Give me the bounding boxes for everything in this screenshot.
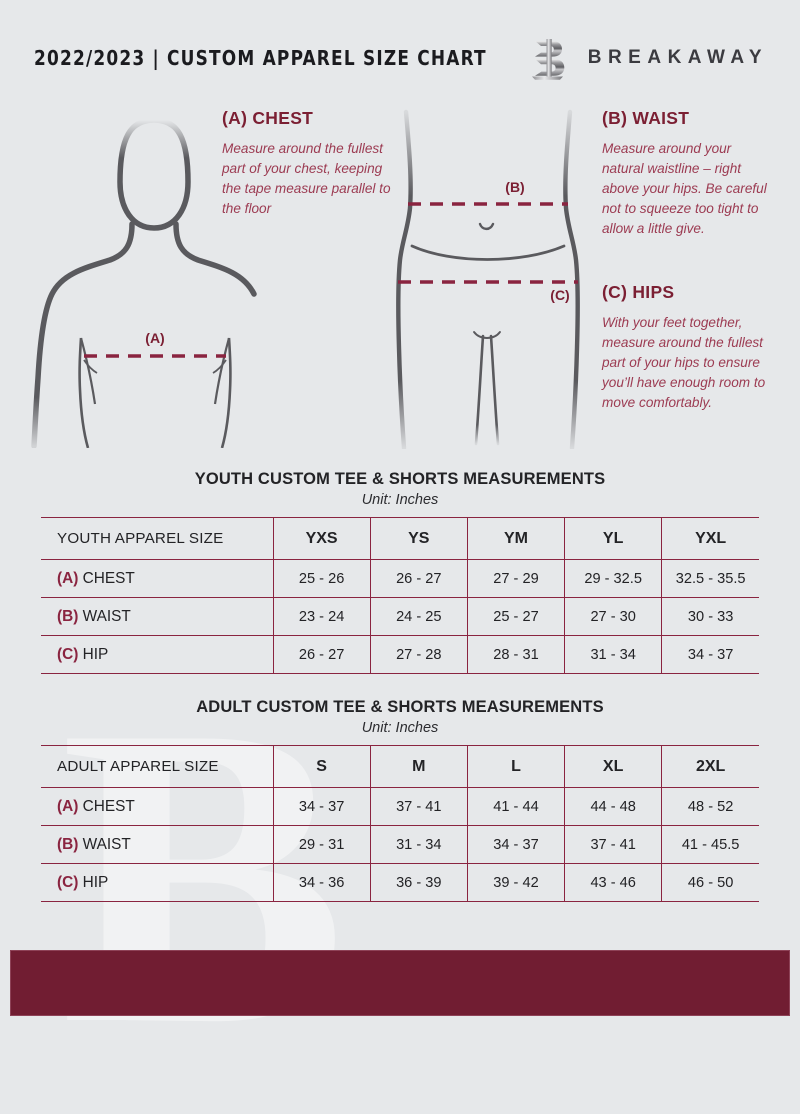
- table-cell: 41 - 44: [466, 787, 565, 826]
- table-cell: 34 - 37: [661, 635, 759, 674]
- table-cell: 24 - 25: [369, 597, 468, 636]
- youth-size-table: YOUTH APPAREL SIZE YXS YS YM YL YXL (A) CHEST 2…: [41, 517, 759, 674]
- callout-chest: (A) CHEST Measure around the fullest par…: [222, 108, 392, 219]
- adult-column-header-xl: XL: [564, 745, 662, 788]
- measure-ref-c: (C): [57, 873, 79, 891]
- table-cell: 27 - 28: [369, 635, 468, 674]
- youth-column-header-yxl: YXL: [661, 517, 759, 560]
- youth-row-label-hip: (C) HIP: [41, 635, 273, 674]
- youth-row-label-chest: (A) CHEST: [41, 559, 273, 598]
- table-cell: 27 - 30: [564, 597, 662, 636]
- callout-waist-body: Measure around your natural waistline – …: [602, 141, 767, 236]
- page-header: 2022/2023 | CUSTOM APPAREL SIZE CHART: [0, 36, 800, 80]
- table-cell: 31 - 34: [564, 635, 662, 674]
- measure-ref-c: (C): [57, 645, 79, 663]
- adult-size-header: ADULT APPAREL SIZE: [41, 745, 273, 788]
- brand-name: BREAKAWAY: [587, 47, 768, 68]
- table-cell: 39 - 42: [466, 863, 565, 902]
- table-cell: 44 - 48: [564, 787, 662, 826]
- adult-column-header-l: L: [466, 745, 565, 788]
- measurement-figures: (A): [0, 96, 800, 456]
- brand-lockup: BREAKAWAY: [530, 35, 768, 81]
- lower-body-figure: (B) (C): [396, 109, 580, 449]
- table-cell: 27 - 29: [466, 559, 565, 598]
- youth-table-title: YOUTH CUSTOM TEE & SHORTS MEASUREMENTS: [194, 470, 606, 488]
- callout-hips-body: With your feet together, measure around …: [602, 315, 766, 410]
- table-cell: 34 - 36: [272, 863, 371, 902]
- table-row: (B) WAIST 29 - 31 31 - 34 34 - 37 37 - 41 41 …: [41, 825, 759, 864]
- table-cell: 26 - 27: [272, 635, 371, 674]
- measure-ref-a: (A): [57, 797, 79, 815]
- youth-column-header-yxs: YXS: [272, 517, 371, 560]
- youth-measurements-section: YOUTH CUSTOM TEE & SHORTS MEASUREMENTS U…: [0, 470, 800, 674]
- table-cell: 37 - 41: [564, 825, 662, 864]
- adult-size-table: ADULT APPAREL SIZE S M L XL 2XL (A) CHEST 34 - …: [41, 745, 759, 902]
- table-cell: 34 - 37: [272, 787, 371, 826]
- youth-table-unit: Unit: Inches: [361, 492, 439, 508]
- callout-hips: (C) HIPS With your feet together, measur…: [602, 282, 774, 413]
- table-row: (A) CHEST 25 - 26 26 - 27 27 - 29 29 - 32.5 3…: [41, 559, 759, 598]
- upper-body-figure: (A): [31, 117, 257, 448]
- adult-table-unit: Unit: Inches: [361, 720, 439, 736]
- table-cell: 25 - 27: [466, 597, 565, 636]
- table-cell: 43 - 46: [564, 863, 662, 902]
- measure-ref-b: (B): [57, 607, 79, 625]
- footer-bar: [10, 950, 790, 1016]
- youth-column-header-ys: YS: [369, 517, 468, 560]
- table-cell: 31 - 34: [369, 825, 468, 864]
- table-cell: 28 - 31: [466, 635, 565, 674]
- measure-ref-a: (A): [57, 569, 79, 587]
- table-cell: 37 - 41: [369, 787, 468, 826]
- adult-row-label-waist: (B) WAIST: [41, 825, 273, 864]
- chest-measure-label: (A): [145, 330, 164, 346]
- table-cell: 36 - 39: [369, 863, 468, 902]
- adult-measurements-section: ADULT CUSTOM TEE & SHORTS MEASUREMENTS U…: [0, 698, 800, 902]
- table-cell: 46 - 50: [661, 863, 759, 902]
- table-cell: 26 - 27: [369, 559, 468, 598]
- table-cell: 34 - 37: [466, 825, 565, 864]
- callout-chest-heading: (A) CHEST: [222, 108, 314, 128]
- youth-row-label-waist: (B) WAIST: [41, 597, 273, 636]
- callout-waist: (B) WAIST Measure around your natural wa…: [602, 108, 774, 239]
- hips-measure-label: (C): [550, 287, 569, 303]
- adult-row-label-chest: (A) CHEST: [41, 787, 273, 826]
- adult-header-row: ADULT APPAREL SIZE S M L XL 2XL: [41, 745, 759, 788]
- table-cell: 48 - 52: [661, 787, 759, 826]
- youth-header-row: YOUTH APPAREL SIZE YXS YS YM YL YXL: [41, 517, 759, 560]
- youth-column-header-yl: YL: [564, 517, 662, 560]
- callout-hips-heading: (C) HIPS: [602, 282, 675, 302]
- youth-column-header-ym: YM: [466, 517, 565, 560]
- table-row: (C) HIP 26 - 27 27 - 28 28 - 31 31 - 34 34 - …: [41, 635, 759, 674]
- waist-measure-label: (B): [505, 179, 524, 195]
- adult-row-label-hip: (C) HIP: [41, 863, 273, 902]
- measure-ref-b: (B): [57, 835, 79, 853]
- callout-waist-heading: (B) WAIST: [602, 108, 690, 128]
- table-cell: 29 - 32.5: [564, 559, 662, 598]
- table-row: (B) WAIST 23 - 24 24 - 25 25 - 27 27 - 30 30 …: [41, 597, 759, 636]
- b-monogram-logo-icon: [531, 39, 565, 80]
- adult-column-header-s: S: [272, 745, 371, 788]
- page-title: 2022/2023 | CUSTOM APPAREL SIZE CHART: [34, 46, 487, 70]
- adult-column-header-2xl: 2XL: [661, 745, 759, 788]
- adult-table-title: ADULT CUSTOM TEE & SHORTS MEASUREMENTS: [196, 698, 604, 716]
- table-cell: 29 - 31: [272, 825, 371, 864]
- table-cell: 25 - 26: [272, 559, 371, 598]
- adult-column-header-m: M: [369, 745, 468, 788]
- table-row: (C) HIP 34 - 36 36 - 39 39 - 42 43 - 46 46 - …: [41, 863, 759, 902]
- table-cell: 32.5 - 35.5: [661, 559, 759, 598]
- table-cell: 23 - 24: [272, 597, 371, 636]
- callout-chest-body: Measure around the fullest part of your …: [222, 141, 391, 216]
- youth-size-header: YOUTH APPAREL SIZE: [41, 517, 273, 560]
- table-row: (A) CHEST 34 - 37 37 - 41 41 - 44 44 - 48 48 …: [41, 787, 759, 826]
- table-cell: 41 - 45.5: [661, 825, 759, 864]
- table-cell: 30 - 33: [661, 597, 759, 636]
